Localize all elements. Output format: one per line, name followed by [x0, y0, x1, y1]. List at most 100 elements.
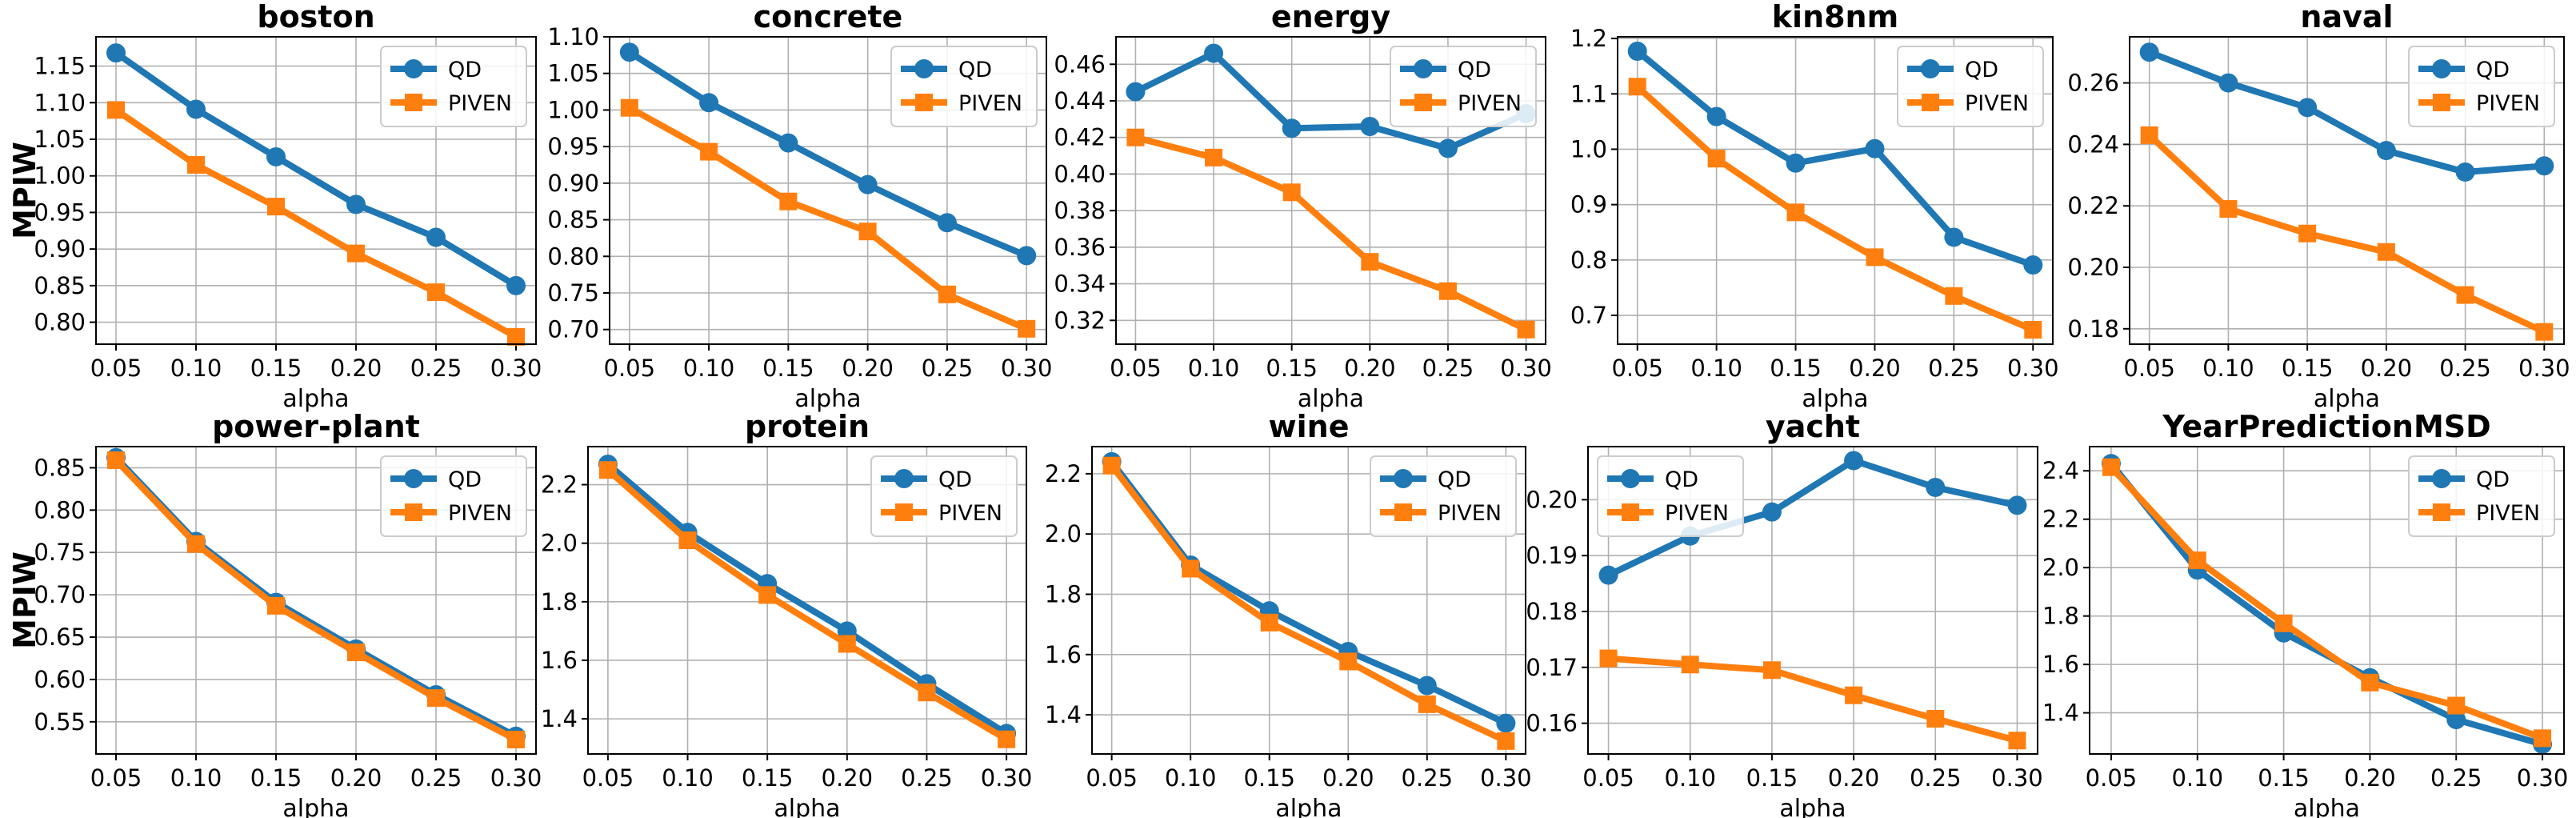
- x-axis-label: alpha: [774, 795, 840, 818]
- y-tick-label: 0.80: [34, 496, 86, 523]
- panel-kin8nm: 0.05 0.10 0.15 0.20 0.25 0.30 0.7 0.8 0.9 1.0 1.1 1…: [1570, 0, 2059, 413]
- y-tick-label: 0.70: [34, 581, 86, 608]
- x-tick-label: 0.05: [90, 764, 142, 792]
- legend-marker-piven: [2433, 503, 2450, 521]
- plot-frame: [95, 36, 537, 345]
- legend: QD PIVEN: [2408, 455, 2555, 537]
- panel-concrete: 0.05 0.10 0.15 0.20 0.25 0.30 0.70 0.75 0.80 0.85…: [547, 0, 1052, 413]
- data-point-piven: [1926, 710, 1945, 728]
- data-point-piven: [347, 644, 365, 662]
- y-tick-label: 0.46: [1054, 50, 1106, 78]
- y-tick-label: 0.80: [34, 309, 86, 336]
- data-point-piven: [1762, 661, 1781, 680]
- chart-title: kin8nm: [1772, 0, 1898, 34]
- legend-marker-piven: [915, 94, 933, 111]
- data-point-qd: [1438, 138, 1458, 158]
- data-point-piven: [758, 586, 777, 604]
- chart-title: energy: [1271, 0, 1391, 34]
- y-tick-label: 2.0: [2042, 554, 2079, 581]
- legend-marker-qd: [404, 469, 423, 488]
- x-tick-label: 0.25: [2439, 355, 2491, 382]
- data-point-qd: [2007, 495, 2027, 515]
- data-point-qd: [2218, 73, 2238, 93]
- data-point-piven: [1018, 319, 1036, 338]
- plot-frame: [95, 446, 537, 755]
- y-tick-label: 0.38: [1054, 197, 1106, 224]
- legend-label-qd: QD: [1438, 467, 1471, 492]
- x-tick-label: 0.15: [2258, 764, 2310, 792]
- y-tick-label: 0.20: [1526, 486, 1578, 513]
- plot-frame: [587, 446, 1027, 755]
- x-tick-label: 0.05: [1086, 764, 1138, 792]
- panel-naval: 0.05 0.10 0.15 0.20 0.25 0.30 0.18 0.20 0.22 0.24…: [2067, 0, 2570, 413]
- data-point-piven: [107, 101, 125, 119]
- legend: QD PIVEN: [890, 46, 1038, 127]
- x-tick-label: 0.20: [1849, 355, 1901, 382]
- x-tick-label: 0.05: [90, 355, 142, 382]
- y-tick-label: 0.90: [547, 170, 599, 197]
- data-point-piven: [2274, 614, 2293, 632]
- x-tick-label: 0.25: [410, 764, 462, 792]
- data-point-piven: [1418, 695, 1436, 713]
- legend-label-piven: PIVEN: [1665, 501, 1729, 526]
- data-point-piven: [998, 730, 1016, 748]
- panel-protein: 0.05 0.10 0.15 0.20 0.25 0.30 1.4 1.6 1.8 2.0 2.2 p…: [541, 409, 1033, 818]
- x-axis-label: alpha: [2294, 795, 2360, 818]
- data-point-qd: [778, 133, 798, 153]
- data-point-piven: [2534, 729, 2552, 748]
- legend-label-qd: QD: [938, 467, 972, 492]
- y-tick-label: 0.44: [1054, 87, 1106, 114]
- legend-label-piven: PIVEN: [448, 501, 512, 526]
- x-tick-label: 0.15: [2282, 355, 2334, 382]
- legend: QD PIVEN: [870, 455, 1018, 537]
- data-point-piven: [858, 223, 877, 241]
- y-tick-label: 0.22: [2067, 192, 2119, 219]
- legend: QD PIVEN: [380, 46, 527, 127]
- y-tick-label: 1.4: [1045, 701, 1082, 728]
- x-tick-label: 0.05: [2086, 764, 2138, 792]
- y-tick-label: 0.7: [1570, 302, 1607, 329]
- y-tick-label: 1.4: [541, 705, 578, 732]
- x-tick-label: 0.30: [490, 355, 542, 382]
- data-point-piven: [1339, 652, 1358, 671]
- x-tick-label: 0.15: [742, 764, 794, 792]
- data-point-qd: [1126, 82, 1146, 102]
- y-tick-label: 0.32: [1054, 307, 1106, 334]
- x-tick-label: 0.30: [1001, 355, 1053, 382]
- data-point-piven: [700, 142, 718, 161]
- legend-label-piven: PIVEN: [958, 91, 1022, 116]
- legend-marker-piven: [1414, 94, 1432, 111]
- y-tick-label: 0.85: [547, 207, 599, 234]
- x-tick-label: 0.05: [1110, 355, 1162, 382]
- y-tick-label: 1.8: [2042, 603, 2079, 630]
- x-tick-label: 0.10: [1690, 355, 1742, 382]
- data-point-piven: [2024, 321, 2042, 339]
- legend-marker-qd: [894, 469, 914, 488]
- data-point-qd: [858, 174, 878, 194]
- y-tick-label: 0.26: [2067, 70, 2119, 97]
- y-tick-label: 1.00: [34, 162, 86, 190]
- plot-frame: [2089, 446, 2565, 755]
- legend: QD PIVEN: [1897, 46, 2044, 127]
- data-point-qd: [1204, 43, 1224, 63]
- data-point-piven: [1182, 559, 1200, 578]
- series-line-qd: [627, 49, 1028, 259]
- data-point-piven: [187, 156, 205, 174]
- data-point-piven: [598, 461, 617, 479]
- data-point-piven: [187, 535, 205, 553]
- x-tick-label: 0.15: [762, 355, 814, 382]
- x-axis-label: alpha: [282, 795, 349, 818]
- series-line-piven: [606, 467, 1009, 743]
- legend-label-piven: PIVEN: [938, 501, 1002, 526]
- y-tick-label: 0.40: [1054, 160, 1106, 187]
- panel-energy: 0.05 0.10 0.15 0.20 0.25 0.30 0.32 0.34 0.36 0.38…: [1054, 0, 1551, 413]
- y-tick-label: 1.8: [541, 588, 578, 616]
- x-axis-label: alpha: [1779, 795, 1846, 818]
- data-point-qd: [186, 99, 206, 119]
- data-point-qd: [1282, 118, 1302, 138]
- x-axis-label: alpha: [1802, 385, 1868, 413]
- x-tick-label: 0.30: [490, 764, 542, 792]
- y-tick-label: 0.19: [1526, 542, 1578, 569]
- y-tick-label: 2.2: [1045, 460, 1082, 487]
- y-tick-label: 0.95: [34, 198, 86, 226]
